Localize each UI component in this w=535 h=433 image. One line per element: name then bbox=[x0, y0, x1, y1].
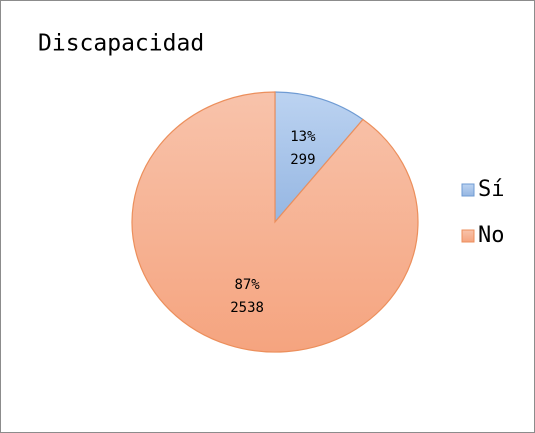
data-label-value: 2538 bbox=[230, 300, 264, 316]
legend-swatch bbox=[461, 229, 475, 243]
legend-label: No bbox=[478, 223, 505, 248]
chart-title: Discapacidad bbox=[38, 31, 204, 57]
pie-slice bbox=[131, 91, 419, 353]
legend-swatch bbox=[461, 183, 475, 197]
data-label-percent: 87% bbox=[234, 277, 260, 293]
legend-label: Sí bbox=[478, 177, 505, 202]
pie-slice bbox=[274, 91, 364, 224]
data-label-value: 299 bbox=[290, 152, 315, 168]
data-label-percent: 13% bbox=[290, 129, 316, 145]
